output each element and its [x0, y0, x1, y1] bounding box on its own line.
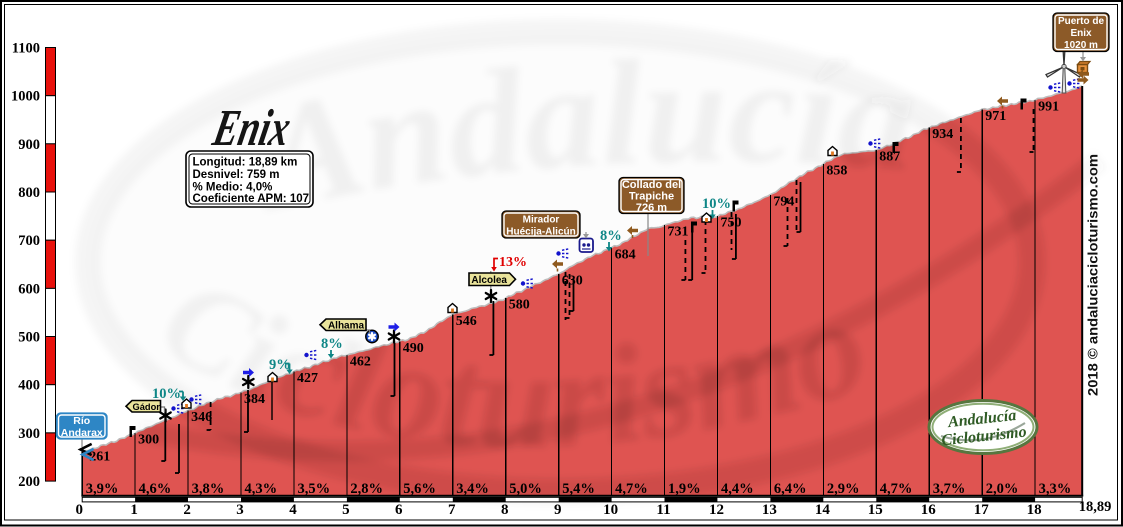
- svg-text:300: 300: [138, 432, 159, 447]
- svg-text:1000: 1000: [11, 89, 40, 105]
- svg-text:5,6%: 5,6%: [403, 481, 436, 497]
- svg-text:580: 580: [509, 298, 530, 313]
- svg-text:1,9%: 1,9%: [668, 481, 701, 497]
- svg-text:630: 630: [562, 273, 583, 288]
- svg-text:7: 7: [448, 502, 456, 518]
- svg-text:3,3%: 3,3%: [1039, 481, 1072, 497]
- svg-text:8%: 8%: [600, 228, 622, 244]
- svg-text:0: 0: [75, 502, 83, 518]
- svg-text:12: 12: [709, 502, 724, 518]
- svg-text:9%: 9%: [269, 357, 291, 373]
- svg-text:2,9%: 2,9%: [827, 481, 860, 497]
- svg-text:% Medio: 4,0%: % Medio: 4,0%: [193, 182, 273, 194]
- svg-text:6: 6: [395, 502, 403, 518]
- svg-text:261: 261: [89, 450, 110, 465]
- svg-text:5: 5: [342, 502, 350, 518]
- svg-text:13%: 13%: [499, 255, 527, 270]
- svg-text:546: 546: [456, 314, 477, 329]
- svg-text:8%: 8%: [321, 336, 343, 352]
- svg-text:500: 500: [18, 330, 40, 346]
- svg-text:2,0%: 2,0%: [986, 481, 1019, 497]
- svg-text:400: 400: [18, 378, 40, 394]
- svg-text:18: 18: [1027, 502, 1042, 518]
- svg-text:3,5%: 3,5%: [298, 481, 331, 497]
- svg-text:Alcolea: Alcolea: [471, 275, 507, 286]
- svg-text:4,7%: 4,7%: [880, 481, 913, 497]
- svg-text:726 m: 726 m: [636, 202, 667, 214]
- svg-text:2,8%: 2,8%: [350, 481, 383, 497]
- svg-text:10%: 10%: [702, 196, 731, 212]
- svg-text:Longitud: 18,89 km: Longitud: 18,89 km: [193, 157, 298, 169]
- svg-text:200: 200: [18, 474, 40, 490]
- svg-text:Puerto de: Puerto de: [1058, 16, 1105, 27]
- svg-text:16: 16: [921, 502, 937, 518]
- svg-text:3,9%: 3,9%: [86, 481, 119, 497]
- svg-text:Desnivel: 759 m: Desnivel: 759 m: [193, 169, 280, 181]
- svg-text:Alhama: Alhama: [328, 320, 365, 331]
- svg-text:Collado del: Collado del: [622, 179, 681, 191]
- svg-text:3,4%: 3,4%: [456, 481, 489, 497]
- svg-text:684: 684: [615, 247, 636, 262]
- svg-text:750: 750: [721, 216, 742, 231]
- svg-text:6,4%: 6,4%: [774, 481, 807, 497]
- svg-text:384: 384: [244, 392, 265, 407]
- svg-text:858: 858: [826, 164, 847, 179]
- svg-text:9: 9: [554, 502, 562, 518]
- svg-text:1100: 1100: [12, 41, 40, 57]
- svg-text:427: 427: [297, 371, 318, 386]
- svg-text:10%: 10%: [152, 386, 181, 402]
- svg-text:11: 11: [656, 502, 670, 518]
- svg-text:900: 900: [18, 137, 40, 153]
- svg-text:934: 934: [932, 127, 953, 142]
- svg-text:5,4%: 5,4%: [562, 481, 595, 497]
- svg-text:10: 10: [603, 502, 618, 518]
- svg-text:Enix: Enix: [208, 99, 296, 157]
- svg-text:731: 731: [668, 225, 689, 240]
- svg-text:Mirador: Mirador: [523, 214, 560, 225]
- svg-text:Huécija-Alicún: Huécija-Alicún: [506, 226, 575, 237]
- svg-text:462: 462: [350, 354, 371, 369]
- svg-text:4,3%: 4,3%: [245, 481, 278, 497]
- svg-text:17: 17: [974, 502, 990, 518]
- svg-text:Andarax: Andarax: [61, 427, 103, 439]
- svg-text:Gádor: Gádor: [133, 402, 161, 412]
- svg-text:Trapiche: Trapiche: [629, 190, 674, 202]
- svg-text:490: 490: [403, 341, 424, 356]
- svg-text:887: 887: [879, 150, 900, 165]
- svg-text:4: 4: [289, 502, 297, 518]
- svg-text:346: 346: [191, 410, 212, 425]
- svg-text:1020 m: 1020 m: [1064, 40, 1098, 51]
- svg-text:3: 3: [236, 502, 244, 518]
- svg-text:13: 13: [762, 502, 777, 518]
- svg-text:971: 971: [985, 109, 1006, 124]
- svg-text:3,7%: 3,7%: [933, 481, 966, 497]
- svg-text:4,7%: 4,7%: [615, 481, 648, 497]
- svg-text:5,0%: 5,0%: [509, 481, 542, 497]
- svg-text:700: 700: [18, 233, 40, 249]
- svg-text:1: 1: [130, 502, 138, 518]
- svg-text:2018 © andaluciacicloturismo.c: 2018 © andaluciacicloturismo.com: [1086, 154, 1101, 396]
- svg-text:991: 991: [1038, 100, 1059, 115]
- svg-text:300: 300: [18, 426, 40, 442]
- svg-text:Río: Río: [73, 415, 90, 427]
- svg-text:Enix: Enix: [1070, 28, 1092, 39]
- svg-text:4,6%: 4,6%: [139, 481, 172, 497]
- svg-text:800: 800: [18, 185, 40, 201]
- svg-text:15: 15: [868, 502, 883, 518]
- svg-text:Coeficiente APM: 107: Coeficiente APM: 107: [193, 193, 310, 205]
- svg-text:8: 8: [501, 502, 509, 518]
- svg-text:18,89: 18,89: [1079, 499, 1112, 515]
- svg-text:600: 600: [18, 281, 40, 297]
- svg-text:4,4%: 4,4%: [721, 481, 754, 497]
- svg-text:794: 794: [773, 194, 794, 209]
- svg-text:2: 2: [183, 502, 191, 518]
- svg-text:14: 14: [815, 502, 831, 518]
- svg-text:3,8%: 3,8%: [192, 481, 225, 497]
